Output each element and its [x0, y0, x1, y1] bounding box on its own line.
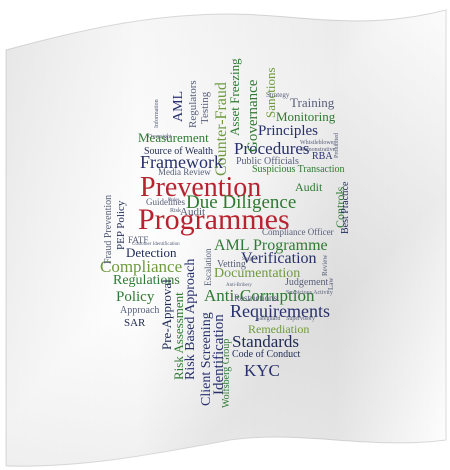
word-documentation: Documentation: [214, 266, 301, 281]
word-sar: SAR: [124, 317, 146, 329]
word-vetting: Vetting: [217, 259, 246, 270]
word-best-practice: Best Practice: [340, 181, 351, 234]
word-anti-bribery: Anti-Bribery: [226, 283, 252, 288]
word-client-screening: Client Screening: [199, 312, 214, 406]
word-verification: Verification: [241, 250, 317, 267]
word-requirements: Requirements: [230, 301, 330, 321]
word-judgement: Judgement: [285, 277, 329, 288]
word-code-of-conduct: Code of Conduct: [232, 349, 301, 360]
word-kyc: KYC: [244, 361, 280, 380]
word-training: Training: [290, 95, 335, 110]
word-anti-corruption: Anti-Corruption: [204, 286, 315, 305]
word-fatf: FATF: [128, 235, 149, 245]
word-prevention: Prevention: [140, 172, 262, 203]
word-measurement: Measurement: [138, 130, 209, 145]
word-risk: Risk: [170, 208, 182, 214]
word-governance: Governance: [245, 79, 261, 152]
word-restrictions: Restrictions: [234, 293, 277, 303]
word-aml: AML: [171, 90, 186, 122]
word-media-review: Media Review: [158, 167, 211, 177]
word-customer-identification: Customer Identification: [132, 242, 180, 247]
word-aml-programme: AML Programme: [214, 237, 328, 254]
word-programmes: Programmes: [138, 203, 290, 236]
word-escalation: Escalation: [203, 248, 213, 287]
word-review: Review: [321, 254, 329, 276]
word-counter-fraud: Counter-Fraud: [213, 82, 230, 176]
word-strategy: Strategy: [266, 91, 290, 99]
word-framework: Framework: [140, 152, 223, 172]
word-policy: Policy: [116, 289, 155, 305]
word-law: Law: [327, 277, 335, 290]
word-suspicious-activity: Suspicious Activity: [286, 290, 333, 296]
word-pre-approval: Pre-Approval: [159, 279, 174, 350]
word-approach: Approach: [120, 305, 160, 316]
word-supervisory: Supervisory: [286, 316, 315, 322]
word-suggest: Suggest: [242, 257, 258, 262]
word-public-officials: Public Officials: [236, 156, 299, 167]
word-principles: Principles: [258, 123, 318, 139]
word-oversight: Oversight: [148, 134, 172, 140]
word-remediation: Remediation: [248, 322, 310, 336]
word-rules: Rules: [168, 198, 180, 203]
word-pep-policy: PEP Policy: [115, 200, 127, 250]
word-audit-left: Audit: [180, 206, 206, 218]
word-information: Information: [154, 99, 160, 128]
word-regulators: Regulators: [187, 80, 199, 128]
word-testing: Testing: [199, 91, 211, 124]
word-regulations: Regulations: [113, 273, 180, 288]
word-whistleblower: Whistleblower: [300, 140, 336, 146]
word-prohibited: Prohibited: [334, 133, 340, 158]
word-suspicious-transaction: Suspicious Transaction: [252, 164, 345, 175]
word-wolfsberg-group: Wolfsberg Group: [221, 338, 232, 408]
word-guidelines: Guidelines: [146, 197, 185, 207]
word-compliance: Compliance: [100, 257, 183, 276]
word-fraud-prevention: Fraud Prevention: [103, 194, 114, 264]
word-safeguard: Safeguard: [256, 316, 281, 322]
word-source-of-wealth: Source of Wealth: [144, 146, 213, 157]
word-compliance-officer: Compliance Officer: [262, 227, 334, 237]
word-monitoring: Monitoring: [276, 109, 336, 124]
word-procedures: Procedures: [234, 139, 310, 158]
word-audit-right: Audit: [295, 180, 323, 194]
word-standards: Standards: [232, 332, 300, 351]
word-rba: RBA: [312, 151, 333, 162]
word-due-diligence: Due Diligence: [186, 192, 297, 213]
word-risk-based-approach: Risk Based Approach: [183, 258, 198, 380]
word-demonstrative: Demonstrative: [300, 147, 336, 153]
word-detection: Detection: [126, 245, 177, 260]
